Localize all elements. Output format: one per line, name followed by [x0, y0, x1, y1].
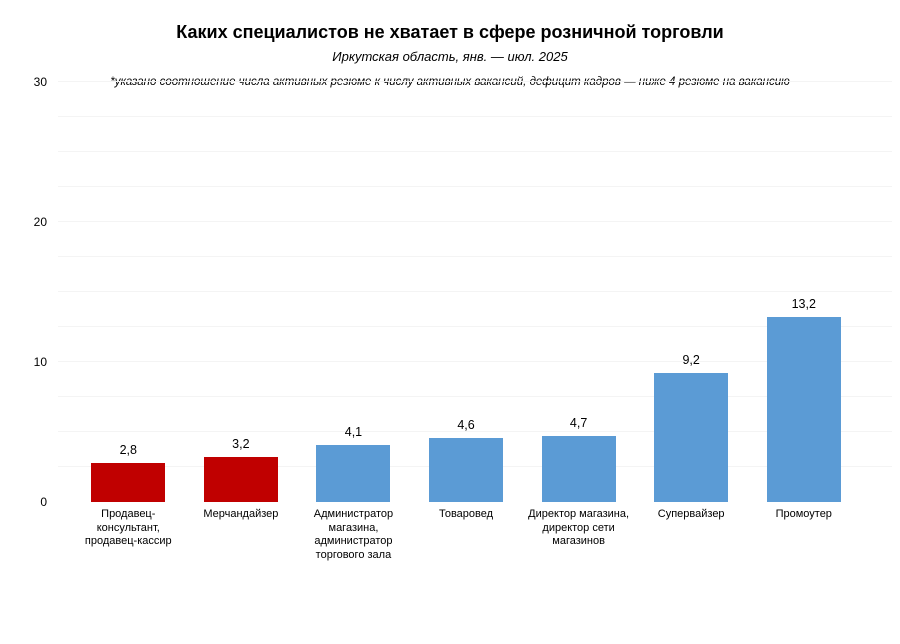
bar-merchandajzer — [203, 457, 278, 502]
gridline — [58, 151, 892, 152]
chart-footnote: *указано соотношение числа активных резю… — [110, 76, 790, 88]
bar-value-label: 2,8 — [119, 442, 137, 457]
gridline — [58, 81, 892, 82]
gridline — [58, 256, 892, 257]
gridline — [58, 116, 892, 117]
category-labels-row: Продавец-консультант, продавец-кассир Ме… — [72, 508, 860, 562]
bars-row: 2,8 3,2 4,1 4,6 4,7 9,2 — [72, 82, 860, 502]
gridline — [58, 396, 892, 397]
gridline — [58, 186, 892, 187]
bar-value-label: 3,2 — [232, 437, 250, 452]
category-label: Мерчандайзер — [203, 508, 279, 520]
bar-administrator — [316, 444, 391, 502]
y-axis-tick: 0 — [40, 495, 47, 509]
y-axis-tick: 30 — [33, 75, 47, 89]
bar-column-tovaroved: 4,6 — [410, 82, 523, 502]
gridline — [58, 431, 892, 432]
plot-area: 0 10 20 30 2,8 3,2 4,1 4,6 4,7 — [0, 75, 900, 509]
chart-title: Каких специалистов не хватает в сфере ро… — [176, 22, 724, 42]
bar-promouter — [766, 317, 841, 502]
bar-column-supervajzer: 9,2 — [635, 82, 748, 502]
category-label: Директор магазина, директор сети магазин… — [528, 508, 630, 547]
bar-column-direktor: 4,7 — [522, 82, 635, 502]
bar-direktor — [541, 436, 616, 502]
category-label: Администратор магазина, администратор то… — [313, 508, 394, 561]
category-label: Продавец-консультант, продавец-кассир — [84, 508, 172, 547]
bar-column-prodavec-konsultant: 2,8 — [72, 82, 185, 502]
bar-supervajzer — [654, 373, 729, 502]
bar-value-label: 9,2 — [682, 353, 700, 368]
chart-subtitle: Иркутская область, янв. — июл. 2025 — [332, 49, 568, 64]
y-axis-tick: 10 — [33, 355, 47, 369]
category-label: Супервайзер — [657, 508, 725, 520]
bar-tovaroved — [429, 437, 504, 502]
y-axis-tick: 20 — [33, 215, 47, 229]
bar-value-label: 4,7 — [569, 416, 588, 431]
bar-column-promouter: 13,2 — [747, 82, 860, 502]
gridline — [58, 361, 892, 362]
bar-value-label: 4,1 — [344, 424, 363, 439]
bar-column-administrator: 4,1 — [297, 82, 410, 502]
category-label: Промоутер — [775, 508, 832, 520]
category-label: Товаровед — [438, 508, 494, 520]
bar-prodavec-konsultant — [91, 462, 166, 502]
bar-value-label: 4,6 — [457, 417, 475, 432]
gridline — [58, 221, 892, 222]
bar-column-merchandajzer: 3,2 — [185, 82, 298, 502]
bar-value-label: 13,2 — [791, 297, 816, 312]
gridline — [58, 326, 892, 327]
gridline — [58, 291, 892, 292]
